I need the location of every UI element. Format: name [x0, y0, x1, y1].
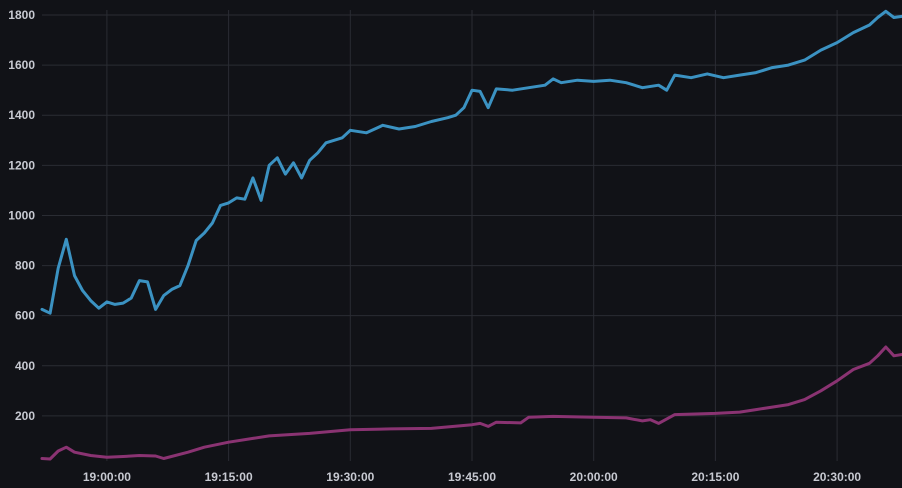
y-tick-label: 800	[15, 259, 35, 273]
x-tick-label: 20:00:00	[570, 470, 618, 484]
x-tick-label: 19:30:00	[326, 470, 374, 484]
x-tick-label: 20:30:00	[813, 470, 861, 484]
y-tick-label: 1800	[8, 8, 35, 22]
y-tick-label: 400	[15, 359, 35, 373]
y-tick-label: 200	[15, 409, 35, 423]
y-tick-label: 1400	[8, 108, 35, 122]
y-tick-label: 1000	[8, 208, 35, 222]
x-tick-label: 19:00:00	[83, 470, 131, 484]
series-line-2	[40, 345, 902, 461]
series-layer	[40, 9, 902, 461]
y-tick-label: 1200	[8, 158, 35, 172]
x-tick-label: 19:45:00	[448, 470, 496, 484]
series-line-1	[40, 9, 902, 315]
x-tick-label: 19:15:00	[205, 470, 253, 484]
y-tick-label: 1600	[8, 58, 35, 72]
y-axis-ticks: 200 400 600 800 1000 1200 1400 1600 1800	[8, 8, 35, 423]
grid-layer	[42, 10, 902, 461]
x-tick-label: 20:15:00	[691, 470, 739, 484]
x-axis-ticks: 19:00:00 19:15:00 19:30:00 19:45:00 20:00:00…	[83, 470, 862, 484]
y-tick-label: 600	[15, 309, 35, 323]
